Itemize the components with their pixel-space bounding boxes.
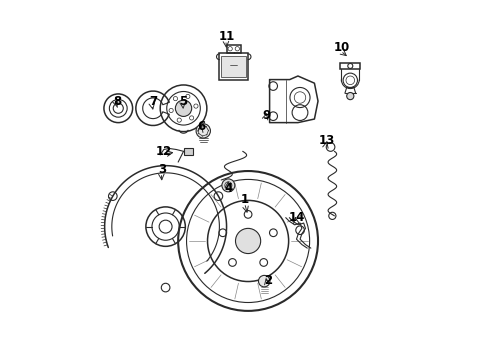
Bar	[226, 45, 241, 53]
Circle shape	[196, 124, 210, 138]
Circle shape	[258, 275, 269, 287]
Text: 7: 7	[149, 95, 157, 108]
Text: 8: 8	[113, 95, 121, 108]
Text: 5: 5	[179, 95, 187, 108]
Text: 4: 4	[224, 183, 232, 195]
Text: 13: 13	[318, 134, 334, 147]
Circle shape	[222, 179, 234, 192]
Circle shape	[235, 228, 260, 253]
Text: 11: 11	[218, 30, 234, 43]
Bar	[340, 63, 360, 69]
Text: 2: 2	[263, 274, 271, 287]
Text: 14: 14	[288, 211, 304, 224]
Text: 1: 1	[240, 193, 248, 206]
Text: 3: 3	[158, 163, 166, 176]
Text: 6: 6	[197, 120, 205, 133]
Text: 10: 10	[332, 41, 349, 54]
Text: 12: 12	[155, 145, 172, 158]
Bar	[183, 148, 192, 155]
Circle shape	[346, 93, 353, 100]
Text: 9: 9	[262, 109, 269, 122]
Circle shape	[175, 100, 191, 116]
Bar	[219, 53, 247, 80]
Bar	[221, 55, 246, 77]
